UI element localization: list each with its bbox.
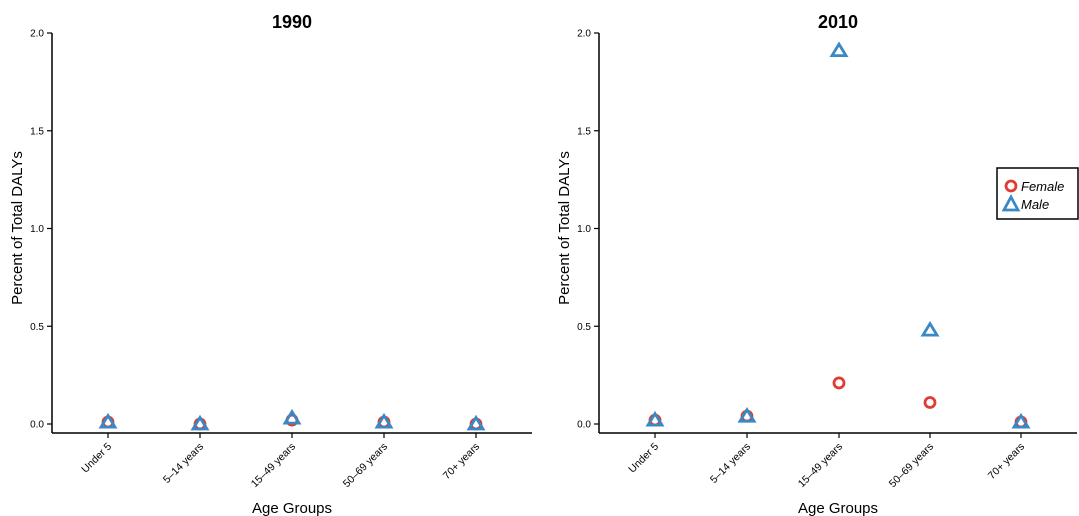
y-tick-label: 1.5 <box>30 126 44 137</box>
x-tick-label: 5–14 years <box>708 441 753 486</box>
y-axis-label-1990: Percent of Total DALYs <box>9 151 26 305</box>
x-tick-label: 5–14 years <box>161 441 206 486</box>
legend: Female Male <box>996 167 1079 220</box>
x-ticks-2010: Under 5 5–14 years 15–49 years 50–69 years 7… <box>626 433 1027 490</box>
y-ticks-2010: 0.0 0.5 1.0 1.5 2.0 <box>577 29 599 431</box>
x-tick-label: 50–69 years <box>341 441 390 490</box>
x-ticks-1990: Under 5 5–14 years 15–49 years 50–69 years 7… <box>79 433 482 490</box>
panel-1990: 1990 Percent of Total DALYs Age Groups 0… <box>9 12 532 516</box>
y-tick-label: 1.0 <box>30 224 44 235</box>
panel-title-2010: 2010 <box>818 12 858 32</box>
legend-male-marker <box>1001 194 1021 212</box>
x-tick-label: 15–49 years <box>796 441 845 490</box>
legend-female-label: Female <box>1021 179 1064 194</box>
point-male <box>737 406 757 423</box>
x-tick-label: 50–69 years <box>887 441 936 490</box>
legend-male-label: Male <box>1021 197 1049 212</box>
x-tick-label: 15–49 years <box>249 441 298 490</box>
point-male <box>920 320 940 337</box>
point-male <box>466 414 486 431</box>
y-tick-label: 0.5 <box>577 322 591 333</box>
y-tick-label: 1.0 <box>577 224 591 235</box>
legend-female-marker <box>1004 179 1018 193</box>
x-tick-label: Under 5 <box>626 441 661 476</box>
y-tick-label: 2.0 <box>577 29 591 40</box>
point-female <box>832 376 846 390</box>
points-2010 <box>645 41 1031 429</box>
point-male <box>645 410 665 427</box>
y-tick-label: 0.5 <box>30 322 44 333</box>
x-axis-label-2010: Age Groups <box>798 500 878 516</box>
x-tick-label: Under 5 <box>79 441 114 476</box>
y-tick-label: 2.0 <box>30 29 44 40</box>
panel-2010: 2010 Percent of Total DALYs Age Groups 0… <box>556 12 1077 516</box>
x-axis-label-1990: Age Groups <box>252 500 332 516</box>
y-tick-label: 0.0 <box>30 420 44 431</box>
point-male <box>190 414 210 431</box>
point-male <box>374 412 394 429</box>
y-axis-label-2010: Percent of Total DALYs <box>556 151 573 305</box>
y-tick-label: 0.0 <box>577 420 591 431</box>
panel-title-1990: 1990 <box>272 12 312 32</box>
x-tick-label: 70+ years <box>986 441 1027 482</box>
y-ticks-1990: 0.0 0.5 1.0 1.5 2.0 <box>30 29 52 431</box>
point-male <box>829 41 849 57</box>
points-1990 <box>98 408 486 431</box>
point-male <box>282 408 302 425</box>
point-male <box>98 412 118 429</box>
y-tick-label: 1.5 <box>577 126 591 137</box>
x-tick-label: 70+ years <box>441 441 482 482</box>
point-male <box>1011 412 1031 429</box>
point-female <box>923 396 937 409</box>
